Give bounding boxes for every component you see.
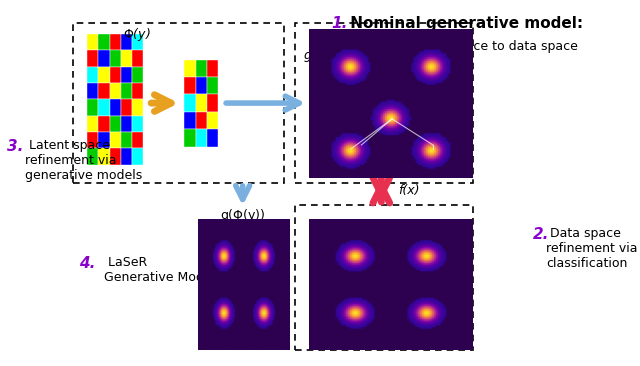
FancyBboxPatch shape <box>87 51 99 67</box>
FancyBboxPatch shape <box>99 149 109 165</box>
FancyBboxPatch shape <box>99 83 109 100</box>
FancyBboxPatch shape <box>207 129 218 147</box>
FancyBboxPatch shape <box>207 94 218 112</box>
FancyBboxPatch shape <box>109 34 120 51</box>
FancyBboxPatch shape <box>120 67 132 83</box>
FancyBboxPatch shape <box>207 77 218 94</box>
FancyBboxPatch shape <box>120 34 132 51</box>
FancyBboxPatch shape <box>195 129 207 147</box>
FancyBboxPatch shape <box>132 51 143 67</box>
FancyBboxPatch shape <box>109 100 120 116</box>
FancyBboxPatch shape <box>109 116 120 132</box>
FancyBboxPatch shape <box>184 77 195 94</box>
FancyBboxPatch shape <box>87 67 99 83</box>
Text: 2.: 2. <box>532 227 549 242</box>
FancyBboxPatch shape <box>207 112 218 129</box>
Text: 3.: 3. <box>7 139 24 154</box>
FancyBboxPatch shape <box>184 60 195 77</box>
FancyBboxPatch shape <box>132 132 143 149</box>
FancyBboxPatch shape <box>120 116 132 132</box>
FancyBboxPatch shape <box>99 100 109 116</box>
FancyBboxPatch shape <box>132 83 143 100</box>
FancyBboxPatch shape <box>195 112 207 129</box>
FancyBboxPatch shape <box>195 94 207 112</box>
FancyBboxPatch shape <box>99 132 109 149</box>
FancyBboxPatch shape <box>195 77 207 94</box>
FancyBboxPatch shape <box>184 129 195 147</box>
FancyBboxPatch shape <box>120 149 132 165</box>
FancyBboxPatch shape <box>132 116 143 132</box>
Text: a map from latent space to data space: a map from latent space to data space <box>334 40 578 53</box>
Text: 4.: 4. <box>79 255 95 270</box>
Text: g($\Phi$(y)): g($\Phi$(y)) <box>220 207 266 224</box>
FancyBboxPatch shape <box>184 94 195 112</box>
FancyBboxPatch shape <box>87 132 99 149</box>
FancyBboxPatch shape <box>132 149 143 165</box>
Text: f(x): f(x) <box>398 184 419 197</box>
FancyBboxPatch shape <box>109 132 120 149</box>
FancyBboxPatch shape <box>109 149 120 165</box>
FancyBboxPatch shape <box>109 51 120 67</box>
Text: Data space
refinement via
classification: Data space refinement via classification <box>546 227 637 270</box>
FancyBboxPatch shape <box>87 149 99 165</box>
FancyBboxPatch shape <box>87 83 99 100</box>
FancyBboxPatch shape <box>132 67 143 83</box>
FancyBboxPatch shape <box>120 132 132 149</box>
FancyBboxPatch shape <box>132 34 143 51</box>
FancyBboxPatch shape <box>120 100 132 116</box>
FancyBboxPatch shape <box>132 100 143 116</box>
Text: 1.: 1. <box>332 16 348 31</box>
Text: g(z): g(z) <box>303 49 328 62</box>
FancyBboxPatch shape <box>184 112 195 129</box>
Text: $\Phi$(y): $\Phi$(y) <box>124 26 151 42</box>
FancyBboxPatch shape <box>109 83 120 100</box>
FancyBboxPatch shape <box>120 83 132 100</box>
FancyBboxPatch shape <box>120 51 132 67</box>
Text: Latent space
refinement via
generative models: Latent space refinement via generative m… <box>25 139 142 182</box>
Text: Nominal generative model:: Nominal generative model: <box>345 16 584 31</box>
FancyBboxPatch shape <box>99 51 109 67</box>
FancyBboxPatch shape <box>87 34 99 51</box>
FancyBboxPatch shape <box>99 67 109 83</box>
Text: LaSeR
Generative Model: LaSeR Generative Model <box>104 255 215 284</box>
FancyBboxPatch shape <box>99 34 109 51</box>
FancyBboxPatch shape <box>87 116 99 132</box>
FancyBboxPatch shape <box>99 116 109 132</box>
FancyBboxPatch shape <box>109 67 120 83</box>
FancyBboxPatch shape <box>195 60 207 77</box>
FancyBboxPatch shape <box>207 60 218 77</box>
FancyBboxPatch shape <box>87 100 99 116</box>
